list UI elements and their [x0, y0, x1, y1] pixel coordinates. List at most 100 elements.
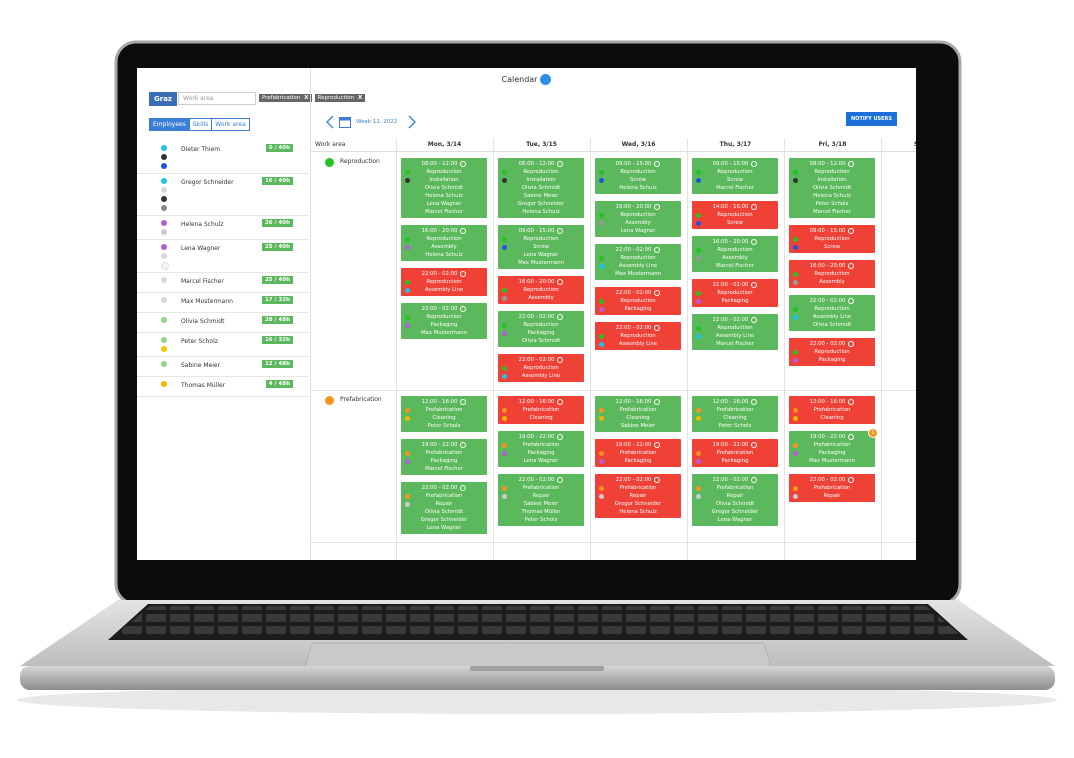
notify-button[interactable]: NOTIFY USERS [845, 112, 897, 126]
shift-card[interactable]: 22:00 - 02:00 Reproduction Packaging Olivia… [498, 311, 584, 347]
shift-dot [599, 221, 604, 226]
row-separator [311, 390, 916, 391]
shift-person: Marcel Fischer [716, 341, 754, 347]
shift-card[interactable]: 22:00 - 02:00 Reproduction Assembly Line Ma… [595, 244, 681, 280]
shift-card[interactable]: 22:00 - 02:00 Prefabrication Repair Olivia … [692, 474, 778, 526]
shift-time: 22:00 - 02:00 [498, 476, 584, 484]
shift-card[interactable]: 19:00 - 22:00 Prefabrication Packaging [595, 439, 681, 467]
shift-card[interactable]: 09:00 - 15:00 Reproduction Screw Lena Wagne… [498, 225, 584, 269]
shift-card[interactable]: 16:00 - 20:00 Reproduction Assembly [789, 260, 875, 288]
shift-person: Sabine Meier [620, 423, 656, 429]
shift-card[interactable]: 09:00 - 15:00 Reproduction Screw [789, 225, 875, 253]
shift-card[interactable]: 22:00 - 02:00 Reproduction Packaging [789, 338, 875, 366]
shift-time: 22:00 - 02:00 [595, 246, 681, 254]
shift-dot [599, 486, 604, 491]
skill-dot [161, 297, 167, 303]
shift-card[interactable]: 22:00 - 02:00 Reproduction Assembly Line [401, 268, 487, 296]
title-text: Calendar [501, 75, 538, 84]
time-text: 22:00 - 02:00 [712, 282, 749, 288]
shift-card[interactable]: 12:00 - 16:00 Prefabrication Cleaning [789, 396, 875, 424]
shift-card[interactable]: 16:00 - 20:00 Reproduction Assembly Helena … [401, 225, 487, 261]
day-column: 08:00 - 12:00 Reproduction Installation Oli… [396, 152, 493, 339]
tab[interactable]: Work area [215, 121, 246, 128]
shift-time: 22:00 - 02:00 [692, 476, 778, 484]
shift-card[interactable]: 22:00 - 02:00 Reproduction Packaging [692, 279, 778, 307]
tab[interactable]: Employees [150, 119, 190, 130]
shift-card[interactable]: 19:00 - 22:00 Prefabrication Packaging Max … [789, 428, 878, 467]
day-header: Tue, 3/15 [493, 138, 590, 152]
shift-card[interactable]: 19:00 - 22:00 Prefabrication Packaging Marc… [401, 439, 487, 475]
shift-time: 08:00 - 12:00 [789, 160, 875, 168]
shift-card[interactable]: 22:00 - 02:00 Reproduction Packaging [595, 287, 681, 315]
shift-card[interactable]: 14:00 - 16:00 Reproduction Screw [692, 201, 778, 229]
hours-badge: 16 / 40h [261, 177, 293, 185]
shift-time: 22:00 - 02:00 [595, 324, 681, 332]
shift-card[interactable]: 22:00 - 02:00 Prefabrication Repair [789, 474, 875, 502]
shift-area: Prefabrication [522, 407, 560, 413]
search-input[interactable]: Work area [178, 92, 256, 105]
shift-time: 08:00 - 12:00 [401, 160, 487, 168]
skill-dots [161, 220, 167, 238]
shift-dot [696, 291, 701, 296]
shift-card[interactable]: 19:00 - 22:00 Prefabrication Packaging [692, 439, 778, 467]
time-text: 12:00 - 16:00 [809, 399, 846, 405]
filter-remove[interactable]: X [304, 95, 309, 101]
shift-card[interactable]: 22:00 - 02:00 Prefabrication Repair Gregor … [595, 474, 681, 518]
shift-card[interactable]: 16:00 - 20:00 Reproduction Assembly [498, 276, 584, 304]
shift-card[interactable]: 22:00 - 02:00 Prefabrication Repair Olivia … [401, 482, 487, 534]
shift-card[interactable]: 12:00 - 16:00 Prefabrication Cleaning Sabin… [595, 396, 681, 432]
location-button[interactable]: Graz [149, 92, 177, 106]
front-edge [20, 666, 1055, 690]
time-text: 19:00 - 22:00 [615, 442, 652, 448]
shift-card[interactable]: 22:00 - 02:00 Reproduction Assembly Line Ma… [692, 314, 778, 350]
day-column: 09:00 - 15:00 Reproduction Screw Helena Sch… [590, 152, 687, 350]
shift-skill: Packaging [527, 330, 555, 336]
shift-card[interactable]: 22:00 - 02:00 Prefabrication Repair Sabine … [498, 474, 584, 526]
shift-card[interactable]: 22:00 - 02:00 Reproduction Assembly Line [595, 322, 681, 350]
shift-card[interactable]: 19:00 - 22:00 Prefabrication Packaging Lena… [498, 431, 584, 467]
shift-card[interactable]: 22:00 - 02:00 Reproduction Packaging Max Mu… [401, 303, 487, 339]
sync-icon [460, 305, 467, 312]
shift-area: Reproduction [620, 212, 656, 218]
time-text: 22:00 - 02:00 [712, 317, 749, 323]
time-text: 19:00 - 22:00 [421, 442, 458, 448]
area-dot [325, 158, 334, 167]
shift-person: Max Mustermann [615, 271, 661, 277]
shift-card[interactable]: 16:00 - 20:00 Reproduction Assembly Marcel … [692, 236, 778, 272]
shift-dot [502, 178, 507, 183]
shift-dot [793, 350, 798, 355]
shift-card[interactable]: 09:00 - 15:00 Reproduction Screw Marcel Fis… [692, 158, 778, 194]
hours-badge: 12 / 48h [261, 360, 293, 368]
skill-dot [161, 187, 167, 193]
skill-dot [161, 205, 167, 211]
shift-dot [793, 451, 798, 456]
shift-card[interactable]: 22:00 - 02:00 Reproduction Assembly Line [498, 354, 584, 382]
shift-person: Marcel Fischer [425, 209, 463, 215]
shift-dot [502, 451, 507, 456]
shift-card[interactable]: 08:00 - 12:00 Reproduction Installation Oli… [789, 158, 875, 218]
sync-icon [848, 340, 855, 347]
sync-icon [557, 433, 564, 440]
shift-card[interactable]: 16:00 - 20:00 Reproduction Assembly Lena Wa… [595, 201, 681, 237]
prev-week[interactable] [326, 115, 334, 129]
shift-card[interactable]: 12:00 - 16:00 Prefabrication Cleaning Peter… [401, 396, 487, 432]
shift-area: Reproduction [814, 349, 850, 355]
shift-card[interactable]: 12:00 - 16:00 Prefabrication Cleaning [498, 396, 584, 424]
shift-card[interactable]: 08:00 - 12:00 Reproduction Installation Oli… [401, 158, 487, 218]
shift-time: 22:00 - 02:00 [789, 297, 875, 305]
filter-remove[interactable]: X [358, 95, 363, 101]
shift-card[interactable]: 08:00 - 12:00 Reproduction Installation Oli… [498, 158, 584, 218]
shift-dot [793, 307, 798, 312]
tab[interactable]: Skills [190, 119, 213, 130]
shift-dot [599, 342, 604, 347]
next-week[interactable] [408, 115, 417, 129]
calendar-picker[interactable] [339, 116, 351, 128]
shift-card[interactable]: 09:00 - 15:00 Reproduction Screw Helena Sch… [595, 158, 681, 194]
shift-person: Gregor Schneider [517, 201, 565, 207]
sync-icon [460, 160, 467, 167]
shift-card[interactable]: 22:00 - 02:00 Reproduction Assembly Line Ol… [789, 295, 875, 331]
shift-card[interactable]: 12:00 - 16:00 Prefabrication Cleaning Peter… [692, 396, 778, 432]
time-text: 19:00 - 22:00 [712, 442, 749, 448]
shift-skill: Packaging [527, 450, 555, 456]
shift-dot [793, 272, 798, 277]
